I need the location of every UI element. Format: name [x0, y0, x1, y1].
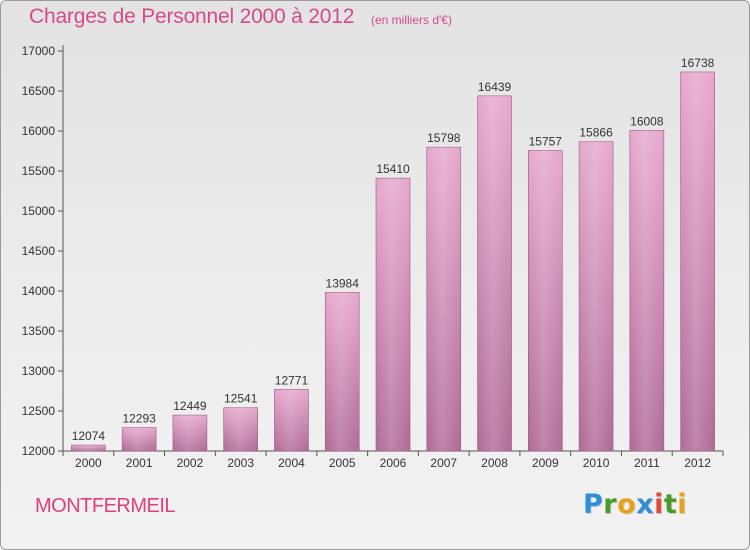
y-tick-label: 12500 [22, 404, 56, 418]
bar-value-label: 12771 [275, 373, 309, 387]
bar-highlight [172, 415, 207, 451]
bar-value-label: 16008 [630, 114, 664, 128]
x-tick-label: 2001 [126, 456, 153, 470]
y-tick-label: 17000 [22, 44, 56, 58]
commune-name: MONTFERMEIL [35, 495, 176, 517]
y-tick-label: 13000 [22, 364, 56, 378]
logo-letter: r [603, 489, 618, 520]
bar-value-label: 12074 [72, 429, 106, 443]
bar-value-label: 12449 [173, 399, 207, 413]
y-tick-label: 12000 [22, 444, 56, 458]
bar-value-label: 15757 [529, 134, 563, 148]
x-tick-label: 2004 [278, 456, 305, 470]
logo-letter: i [654, 489, 664, 520]
proxiti-logo: Proxiti [583, 489, 687, 520]
y-tick-label: 14000 [22, 284, 56, 298]
logo-letter: P [583, 489, 604, 520]
x-tick-label: 2010 [583, 456, 610, 470]
x-tick-label: 2002 [177, 456, 204, 470]
bar-highlight [579, 141, 614, 451]
bar-highlight [477, 95, 512, 451]
bar-highlight [528, 150, 563, 451]
bar-highlight [680, 71, 715, 452]
chart-title: Charges de Personnel 2000 à 2012 [29, 5, 355, 28]
x-tick-label: 2000 [75, 456, 102, 470]
bar-value-label: 12293 [122, 412, 156, 426]
bar-highlight [376, 178, 410, 451]
bar-value-label: 15866 [579, 126, 613, 140]
bar-highlight [122, 427, 157, 451]
bars: 12074 12293 12449 12541 12771 13984 15410 15798… [71, 56, 715, 452]
chart-subtitle: (en milliers d'€) [371, 13, 452, 27]
bar-highlight [223, 407, 258, 451]
x-tick-label: 2008 [481, 456, 508, 470]
x-tick-label: 2007 [430, 456, 457, 470]
y-tick-label: 15000 [22, 204, 56, 218]
x-tick-label: 2009 [532, 456, 559, 470]
x-tick-label: 2011 [634, 456, 660, 470]
bar-highlight [71, 445, 106, 451]
x-tick-label: 2003 [227, 456, 254, 470]
y-axis: 12000 12500 13000 13500 14000 14500 15000 15500… [22, 44, 64, 458]
logo-letter: t [663, 489, 678, 520]
bar-highlight [274, 389, 309, 451]
logo-letter: x [636, 489, 655, 520]
bar-value-label: 16738 [681, 56, 715, 70]
y-tick-label: 16000 [22, 124, 56, 138]
bar-value-label: 12541 [224, 392, 258, 406]
bar-value-label: 16439 [478, 80, 512, 94]
x-axis: 2000 2001 2002 2003 2004 2005 2006 2007 2008 2009… [62, 450, 724, 470]
y-tick-label: 14500 [22, 244, 56, 258]
y-tick-label: 15500 [22, 164, 56, 178]
logo-letter: o [617, 489, 637, 520]
x-tick-label: 2005 [329, 456, 356, 470]
bar-value-label: 15410 [376, 162, 410, 176]
bar-highlight [426, 147, 461, 451]
bar-value-label: 15798 [427, 131, 461, 145]
x-tick-label: 2006 [380, 456, 407, 470]
bar-highlight [325, 292, 360, 451]
logo-letter: i [677, 489, 688, 520]
bar-value-label: 13984 [326, 276, 360, 290]
x-tick-label: 2012 [684, 456, 711, 470]
bar-highlight [629, 130, 664, 452]
y-tick-label: 13500 [22, 324, 56, 338]
y-tick-label: 16500 [22, 84, 56, 98]
